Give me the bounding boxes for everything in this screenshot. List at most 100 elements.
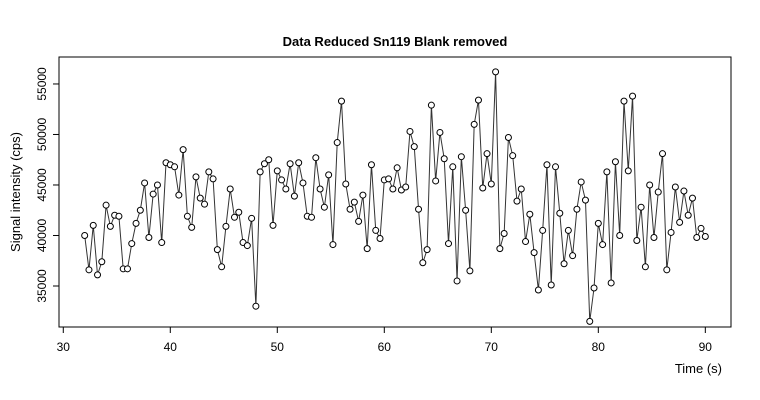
data-point [230,213,238,221]
data-point [474,96,482,104]
data-point [633,237,641,245]
data-point [89,221,97,229]
data-point [586,317,594,325]
data-point [496,245,504,253]
data-point [624,167,632,175]
data-point [393,164,401,172]
data-point [684,211,692,219]
data-point [693,234,701,242]
data-point [265,156,273,164]
data-point [201,200,209,208]
data-point [235,208,243,216]
data-point [556,209,564,217]
data-point [616,231,624,239]
data-point [479,184,487,192]
data-point [663,266,671,274]
data-point [153,181,161,189]
data-point [188,223,196,231]
data-point [282,185,290,193]
data-point [509,152,517,160]
data-point [243,242,251,250]
data-point [320,203,328,211]
data-point [607,279,615,287]
data-point [222,222,230,230]
y-tick-label: 55000 [35,67,49,101]
data-point [466,267,474,275]
data-point [611,158,619,166]
data-point [252,302,260,310]
data-point [680,187,688,195]
data-point [286,160,294,168]
data-point [256,168,264,176]
data-point [355,217,363,225]
data-point [659,150,667,158]
data-point [132,219,140,227]
data-point [462,206,470,214]
y-axis-label: Signal intensity (cps) [8,132,23,252]
data-point [530,249,538,257]
data-point [363,245,371,253]
data-point [440,155,448,163]
data-point [410,143,418,151]
data-point [367,161,375,169]
data-point [248,214,256,222]
data-point [273,167,281,175]
data-point [312,154,320,162]
data-point [325,171,333,179]
data-point [128,240,136,248]
data-point [376,235,384,243]
data-point [329,241,337,249]
chart-title: Data Reduced Sn119 Blank removed [283,34,508,49]
data-point [650,234,658,242]
data-point [534,286,542,294]
data-point [552,163,560,171]
data-point [564,226,572,234]
data-point [389,185,397,193]
data-point [483,150,491,158]
data-point [278,176,286,184]
y-tick-label: 40000 [35,218,49,252]
data-point [295,159,303,167]
data-point [654,188,662,196]
data-point [581,196,589,204]
data-point [620,97,628,105]
data-point [547,281,555,289]
data-point [171,163,179,171]
x-axis-label: Time (s) [675,361,722,376]
data-point [226,185,234,193]
data-point [149,190,157,198]
data-point [500,229,508,237]
data-point [333,139,341,147]
data-point [599,241,607,249]
data-point [504,134,512,142]
x-tick-label: 70 [485,340,499,354]
data-point [209,175,217,183]
data-point [205,168,213,176]
data-point [470,120,478,128]
data-point [637,203,645,211]
data-point [543,161,551,169]
data-point [487,180,495,188]
data-point [406,127,414,135]
data-point [179,146,187,154]
data-point [145,234,153,242]
data-point [569,252,577,260]
x-tick-label: 30 [57,340,71,354]
data-point [123,265,131,273]
y-tick-label: 35000 [35,269,49,303]
data-point [158,239,166,247]
data-point [522,238,530,246]
data-point [697,224,705,232]
data-point [445,240,453,248]
data-point [359,191,367,199]
data-point [183,212,191,220]
data-point [646,181,654,189]
data-point [590,284,598,292]
data-point [671,183,679,191]
data-point [308,213,316,221]
data-point [260,160,268,168]
data-point [667,228,675,236]
data-point [98,258,106,266]
x-tick-label: 80 [592,340,606,354]
